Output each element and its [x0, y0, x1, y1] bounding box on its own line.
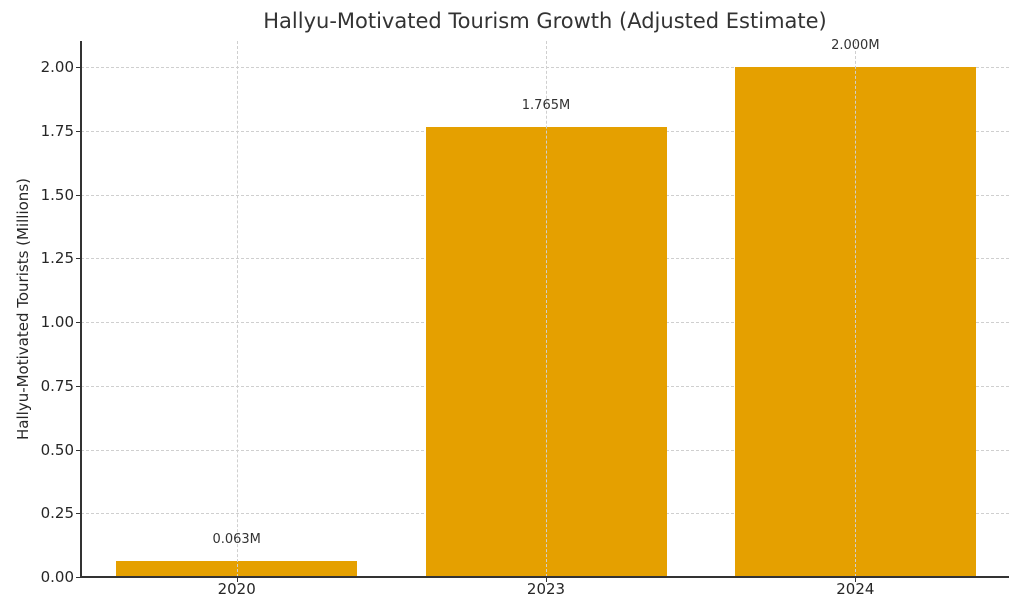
y-tick-mark: [76, 322, 81, 323]
y-tick-label: 0.75: [40, 376, 74, 395]
y-tick-label: 1.25: [40, 249, 74, 268]
bar-value-label: 0.063M: [212, 531, 261, 547]
y-tick-label: 0.25: [40, 504, 74, 523]
x-tick-mark: [855, 577, 857, 582]
y-tick-label: 2.00: [40, 58, 74, 76]
x-tick-label: 2020: [217, 580, 256, 598]
y-tick-mark: [76, 258, 81, 260]
y-axis-spine: [80, 41, 82, 578]
y-tick-mark: [76, 385, 81, 387]
y-tick-label: 0.50: [40, 440, 74, 459]
x-tick-mark: [236, 577, 238, 582]
y-tick-mark: [76, 513, 81, 515]
x-tick-label: 2024: [836, 580, 875, 598]
plot-area: 0.063M 1.765M 2.000M: [81, 38, 1009, 577]
y-tick-label: 1.00: [40, 313, 74, 331]
y-tick-mark: [76, 67, 81, 68]
y-tick-label: 1.75: [40, 121, 74, 140]
bar-value-label: 2.000M: [831, 38, 880, 53]
x-tick-mark: [546, 577, 547, 582]
gridline-vertical: [855, 41, 857, 577]
y-tick-mark: [76, 130, 81, 132]
y-tick-mark: [76, 194, 81, 196]
y-axis-label: Hallyu-Motivated Tourists (Millions): [14, 178, 32, 440]
gridline-vertical: [236, 41, 238, 577]
x-axis-spine: [80, 576, 1009, 578]
y-tick-label: 0.00: [40, 568, 74, 586]
chart-title: Hallyu-Motivated Tourism Growth (Adjuste…: [263, 9, 827, 33]
bar-value-label: 1.765M: [521, 97, 571, 113]
gridline-vertical: [546, 41, 547, 577]
y-tick-mark: [76, 449, 81, 451]
y-tick-mark: [76, 577, 81, 578]
y-tick-label: 1.50: [40, 185, 74, 204]
gridline-horizontal: [81, 67, 1009, 68]
x-tick-label: 2023: [526, 580, 566, 598]
